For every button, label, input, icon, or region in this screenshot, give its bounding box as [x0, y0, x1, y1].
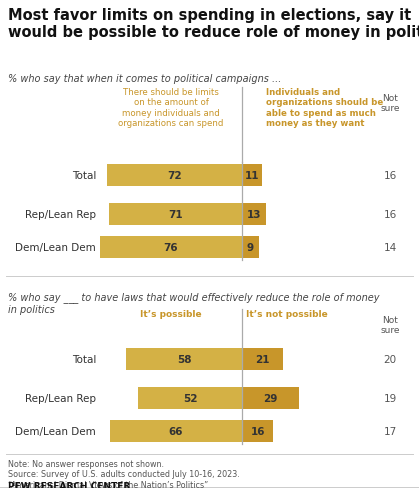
Text: Not
sure: Not sure	[380, 94, 400, 113]
Text: 17: 17	[383, 426, 397, 436]
Bar	[100, 237, 242, 259]
Text: Total: Total	[72, 354, 96, 364]
Text: 52: 52	[183, 393, 197, 403]
Text: PEW RESEARCH CENTER: PEW RESEARCH CENTER	[8, 481, 130, 488]
Bar	[242, 387, 299, 409]
Text: 9: 9	[247, 243, 254, 252]
Text: Most favor limits on spending in elections, say it
would be possible to reduce r: Most favor limits on spending in electio…	[8, 8, 419, 41]
Text: 20: 20	[383, 354, 396, 364]
Text: Dem/Lean Dem: Dem/Lean Dem	[15, 426, 96, 436]
Text: % who say ___ to have laws that would effectively reduce the role of money
in po: % who say ___ to have laws that would ef…	[8, 291, 380, 314]
Text: 11: 11	[245, 171, 259, 181]
Bar	[138, 387, 242, 409]
Text: 21: 21	[255, 354, 270, 364]
Text: Not
sure: Not sure	[380, 315, 400, 335]
Text: There should be limits
on the amount of
money individuals and
organizations can : There should be limits on the amount of …	[118, 88, 224, 128]
Text: 29: 29	[263, 393, 277, 403]
Text: % who say that when it comes to political campaigns ...: % who say that when it comes to politica…	[8, 74, 282, 84]
Text: 19: 19	[383, 393, 397, 403]
Bar	[242, 237, 259, 259]
Text: Rep/Lean Rep: Rep/Lean Rep	[25, 209, 96, 220]
Text: Rep/Lean Rep: Rep/Lean Rep	[25, 393, 96, 403]
Text: It’s not possible: It’s not possible	[246, 309, 328, 318]
Bar	[242, 420, 273, 442]
Text: 14: 14	[383, 243, 397, 252]
Bar	[109, 203, 242, 225]
Text: 66: 66	[169, 426, 183, 436]
Text: It’s possible: It’s possible	[140, 309, 202, 318]
Text: Note: No answer responses not shown.
Source: Survey of U.S. adults conducted Jul: Note: No answer responses not shown. Sou…	[8, 459, 240, 488]
Bar	[242, 164, 262, 186]
Bar	[126, 348, 242, 370]
Bar	[110, 420, 242, 442]
Bar	[107, 164, 242, 186]
Text: 76: 76	[164, 243, 178, 252]
Text: 13: 13	[247, 209, 261, 220]
Text: Individuals and
organizations should be
able to spend as much
money as they want: Individuals and organizations should be …	[266, 88, 383, 128]
Text: 16: 16	[383, 209, 397, 220]
Text: Dem/Lean Dem: Dem/Lean Dem	[15, 243, 96, 252]
Text: 16: 16	[250, 426, 265, 436]
Text: Total: Total	[72, 171, 96, 181]
Text: 71: 71	[168, 209, 183, 220]
Text: 72: 72	[167, 171, 182, 181]
Text: 16: 16	[383, 171, 397, 181]
Bar	[242, 348, 283, 370]
Text: 58: 58	[177, 354, 191, 364]
Bar	[242, 203, 266, 225]
